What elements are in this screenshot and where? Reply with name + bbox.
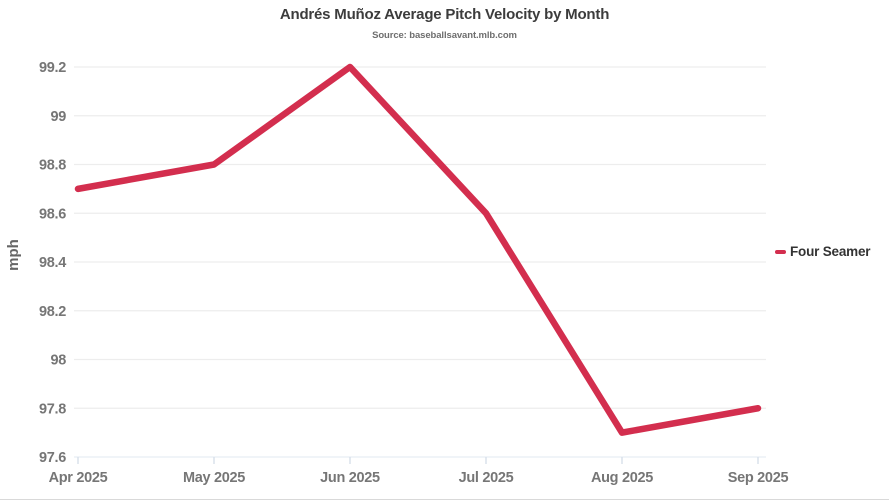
y-tick-label: 98.6 bbox=[39, 206, 66, 222]
legend: Four Seamer bbox=[775, 244, 871, 259]
y-tick-label: 98.4 bbox=[39, 255, 66, 271]
chart-header: Andrés Muñoz Average Pitch Velocity by M… bbox=[0, 6, 889, 41]
y-tick-label: 97.8 bbox=[39, 401, 66, 417]
series-line-four-seamer[interactable] bbox=[74, 63, 762, 436]
x-tick-label: Sep 2025 bbox=[728, 470, 789, 486]
y-tick-label: 98.8 bbox=[39, 158, 66, 174]
y-tick-label: 98 bbox=[50, 353, 66, 369]
x-tick-label: Jul 2025 bbox=[459, 470, 514, 486]
x-tick-label: Apr 2025 bbox=[49, 470, 108, 486]
chart-subtitle: Source: baseballsavant.mlb.com bbox=[372, 30, 517, 41]
legend-series-marker bbox=[775, 249, 786, 254]
y-tick-label: 98.2 bbox=[39, 304, 66, 320]
y-tick-label: 99 bbox=[50, 109, 66, 125]
chart-title: Andrés Muñoz Average Pitch Velocity by M… bbox=[279, 6, 610, 23]
x-tick-label: May 2025 bbox=[183, 470, 245, 486]
y-axis-title: mph bbox=[5, 239, 22, 271]
legend-series-label: Four Seamer bbox=[790, 244, 871, 259]
y-tick-label: 97.6 bbox=[39, 450, 66, 466]
x-tick-label: Aug 2025 bbox=[591, 470, 653, 486]
legend-item-four-seamer[interactable]: Four Seamer bbox=[775, 244, 871, 259]
x-tick-label: Jun 2025 bbox=[320, 470, 380, 486]
y-tick-label: 99.2 bbox=[39, 60, 66, 76]
